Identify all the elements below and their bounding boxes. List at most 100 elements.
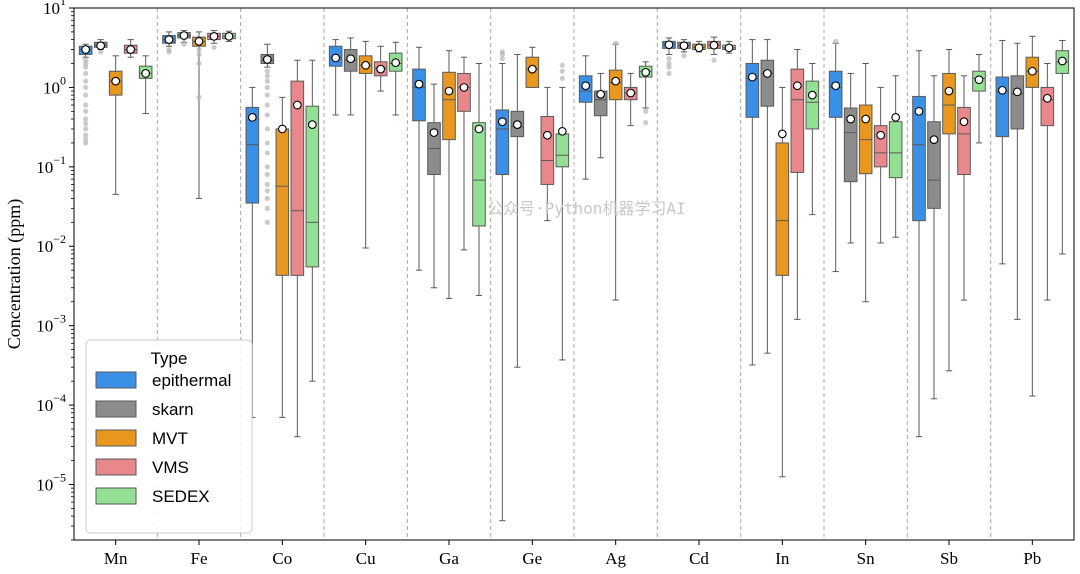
y-tick-label: 10−3 (36, 312, 66, 336)
mean-marker (179, 31, 189, 40)
box-group (328, 39, 343, 116)
legend-swatch (95, 400, 137, 418)
mean-marker (846, 114, 856, 124)
plot-area-frame (73, 7, 1075, 541)
mean-marker (346, 54, 356, 64)
outlier-point (83, 132, 89, 138)
legend-swatch (95, 429, 137, 447)
outlier-point (196, 51, 202, 58)
box-group (192, 31, 206, 199)
box-iqr (540, 116, 555, 185)
box-group (275, 96, 290, 418)
box-iqr (912, 95, 926, 222)
legend-label: MVT (152, 429, 188, 448)
x-tick-label: In (775, 549, 790, 568)
mean-marker (747, 72, 757, 82)
mean-marker (414, 79, 424, 89)
mean-marker (611, 76, 621, 86)
box-group (525, 46, 540, 88)
box-iqr (290, 80, 305, 276)
outlier-point (83, 116, 89, 122)
mean-marker (111, 76, 121, 86)
mean-marker (709, 40, 719, 50)
mean-marker (262, 55, 272, 64)
mean-marker (444, 86, 454, 96)
mean-marker (512, 120, 522, 129)
legend-item: epithermal (95, 371, 231, 390)
outlier-point (499, 56, 505, 62)
mean-marker (1027, 66, 1037, 76)
outlier-point (196, 46, 202, 53)
box-group (495, 49, 510, 522)
outlier-point (196, 60, 202, 67)
box-iqr (457, 72, 471, 112)
outlier-point (264, 73, 270, 79)
box-group (638, 61, 653, 126)
legend: Type epithermal skarn MVT VMS SEDEX (85, 339, 253, 534)
box-group (373, 45, 388, 92)
box-iqr (305, 105, 320, 268)
box-iqr (412, 68, 426, 122)
box-group (1055, 39, 1070, 255)
outlier-point (264, 181, 270, 188)
box-iqr (472, 122, 486, 227)
box-group (207, 30, 221, 50)
box-group (745, 39, 760, 366)
outlier-point (196, 94, 202, 100)
box-group (388, 41, 403, 116)
box-group (412, 46, 426, 271)
x-tick-label: Sn (857, 549, 875, 568)
outlier-point (264, 112, 270, 118)
box-group (888, 75, 903, 238)
box-group (608, 40, 623, 301)
y-tick-label: 100 (43, 73, 66, 97)
y-tick-label: 10−1 (36, 153, 66, 177)
box-group (358, 40, 373, 249)
outlier-point (211, 44, 217, 50)
box-group (162, 31, 176, 55)
box-iqr (760, 59, 775, 107)
box-group (692, 40, 706, 53)
mean-marker (209, 31, 219, 41)
mean-marker (914, 106, 924, 116)
legend-item: VMS (95, 458, 189, 477)
mean-marker (1057, 56, 1067, 66)
box-iqr (1040, 86, 1055, 127)
x-tick-label: Cu (356, 549, 376, 568)
outlier-point (264, 78, 270, 84)
legend-item: SEDEX (95, 487, 210, 506)
x-tick-label: Co (272, 549, 292, 568)
outlier-point (83, 64, 89, 70)
outlier-point (711, 57, 717, 63)
mean-marker (459, 83, 469, 92)
mean-marker (277, 124, 287, 134)
x-tick-label: Ga (439, 549, 459, 568)
legend-swatch (95, 371, 137, 389)
outlier-point (264, 164, 270, 170)
legend-item: MVT (95, 429, 188, 448)
mean-marker (997, 85, 1007, 95)
box-group (1025, 35, 1040, 397)
outlier-point (83, 108, 89, 114)
mean-marker (81, 45, 91, 54)
box-iqr (927, 121, 941, 209)
outlier-point (559, 62, 565, 68)
box-group (790, 49, 805, 320)
x-tick-label: Fe (191, 549, 208, 568)
outlier-point (264, 140, 270, 146)
box-group (123, 39, 138, 58)
box-group (177, 30, 191, 47)
mean-marker (361, 60, 371, 70)
mean-marker (224, 31, 234, 41)
mean-marker (376, 64, 386, 74)
mean-marker (929, 135, 939, 144)
box-iqr (805, 80, 820, 130)
legend-swatch (95, 487, 137, 505)
y-axis-label: Concentration (ppm) (4, 199, 25, 349)
box-group (775, 86, 790, 478)
outlier-point (666, 64, 672, 70)
y-tick-label: 101 (43, 0, 66, 18)
legend-label: epithermal (152, 371, 231, 390)
mean-marker (292, 100, 302, 110)
box-group (540, 86, 555, 222)
